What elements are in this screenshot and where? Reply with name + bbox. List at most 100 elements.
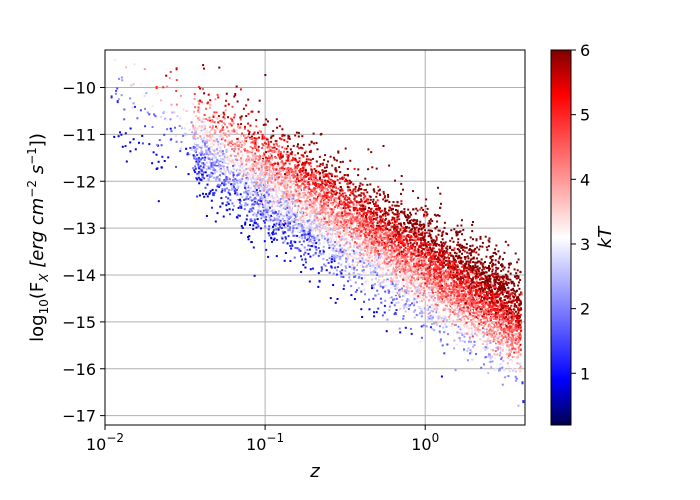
- data-point: [461, 244, 463, 247]
- data-point: [338, 182, 341, 184]
- data-point: [243, 141, 246, 144]
- data-point: [221, 154, 224, 157]
- data-point: [323, 187, 326, 190]
- data-point: [277, 227, 280, 230]
- data-point: [474, 286, 477, 289]
- data-point: [305, 256, 308, 259]
- data-point: [238, 173, 241, 176]
- data-point: [389, 253, 392, 256]
- data-point: [331, 186, 334, 189]
- data-point: [346, 238, 349, 241]
- data-point: [460, 290, 463, 293]
- data-point: [462, 264, 465, 267]
- data-point: [272, 143, 275, 146]
- data-point: [295, 215, 297, 218]
- data-point: [325, 269, 328, 272]
- data-point: [282, 199, 285, 201]
- data-point: [439, 300, 442, 303]
- data-point: [157, 160, 160, 163]
- data-point: [216, 149, 219, 152]
- data-point: [392, 225, 395, 228]
- data-point: [293, 220, 296, 223]
- data-point: [285, 214, 288, 217]
- data-point: [158, 139, 161, 142]
- data-point: [276, 201, 279, 204]
- data-point: [344, 229, 347, 232]
- data-point: [357, 174, 360, 177]
- data-point: [254, 222, 257, 225]
- data-point: [489, 308, 492, 311]
- data-point: [279, 219, 282, 222]
- data-point: [326, 211, 329, 214]
- data-point: [210, 171, 213, 174]
- data-point: [258, 213, 261, 216]
- data-point: [342, 219, 345, 221]
- data-point: [240, 135, 243, 137]
- data-point: [489, 257, 492, 260]
- data-point: [456, 244, 459, 247]
- data-point: [429, 263, 432, 266]
- data-point: [221, 202, 224, 205]
- data-point: [197, 100, 200, 103]
- data-point: [484, 300, 487, 303]
- data-point: [450, 324, 453, 327]
- data-point: [257, 209, 260, 212]
- data-point: [360, 274, 363, 277]
- data-point: [517, 258, 520, 261]
- data-point: [439, 331, 442, 334]
- data-point: [227, 181, 230, 184]
- data-point: [441, 263, 444, 266]
- data-point: [353, 207, 356, 210]
- data-point: [508, 322, 511, 325]
- data-point: [429, 259, 432, 262]
- data-point: [357, 287, 360, 289]
- data-point: [467, 312, 470, 315]
- data-point: [259, 185, 262, 187]
- data-point: [240, 157, 243, 160]
- data-point: [386, 212, 389, 215]
- data-point: [366, 223, 369, 226]
- data-point: [456, 248, 459, 250]
- data-point: [308, 280, 311, 283]
- data-point: [231, 118, 233, 121]
- data-point: [405, 306, 408, 309]
- data-point: [302, 232, 305, 234]
- data-point: [517, 321, 520, 324]
- data-point: [453, 324, 456, 326]
- data-point: [400, 254, 403, 257]
- data-point: [446, 272, 449, 275]
- data-point: [209, 119, 212, 122]
- data-point: [120, 133, 123, 136]
- data-point: [463, 274, 466, 277]
- data-point: [252, 213, 255, 216]
- data-point: [386, 259, 389, 262]
- data-point: [335, 249, 338, 252]
- data-point: [341, 247, 344, 250]
- data-point: [472, 297, 475, 300]
- data-point: [501, 316, 504, 319]
- data-point: [427, 272, 430, 275]
- data-point: [224, 132, 227, 135]
- data-point: [315, 171, 318, 174]
- data-point: [273, 237, 276, 240]
- data-point: [478, 248, 481, 251]
- data-point: [371, 278, 374, 281]
- data-point: [210, 129, 213, 132]
- data-point: [368, 233, 371, 236]
- data-point: [426, 268, 429, 271]
- data-point: [208, 131, 211, 133]
- data-point: [459, 310, 462, 313]
- data-point: [515, 377, 518, 380]
- data-point: [445, 269, 448, 272]
- data-point: [192, 146, 195, 149]
- data-point: [370, 220, 372, 223]
- data-point: [329, 155, 332, 158]
- data-point: [438, 311, 441, 314]
- data-point: [322, 215, 325, 218]
- data-point: [462, 295, 465, 297]
- data-point: [302, 172, 305, 174]
- data-point: [372, 210, 375, 213]
- data-point: [519, 338, 522, 341]
- data-point: [475, 353, 477, 355]
- data-point: [262, 157, 264, 160]
